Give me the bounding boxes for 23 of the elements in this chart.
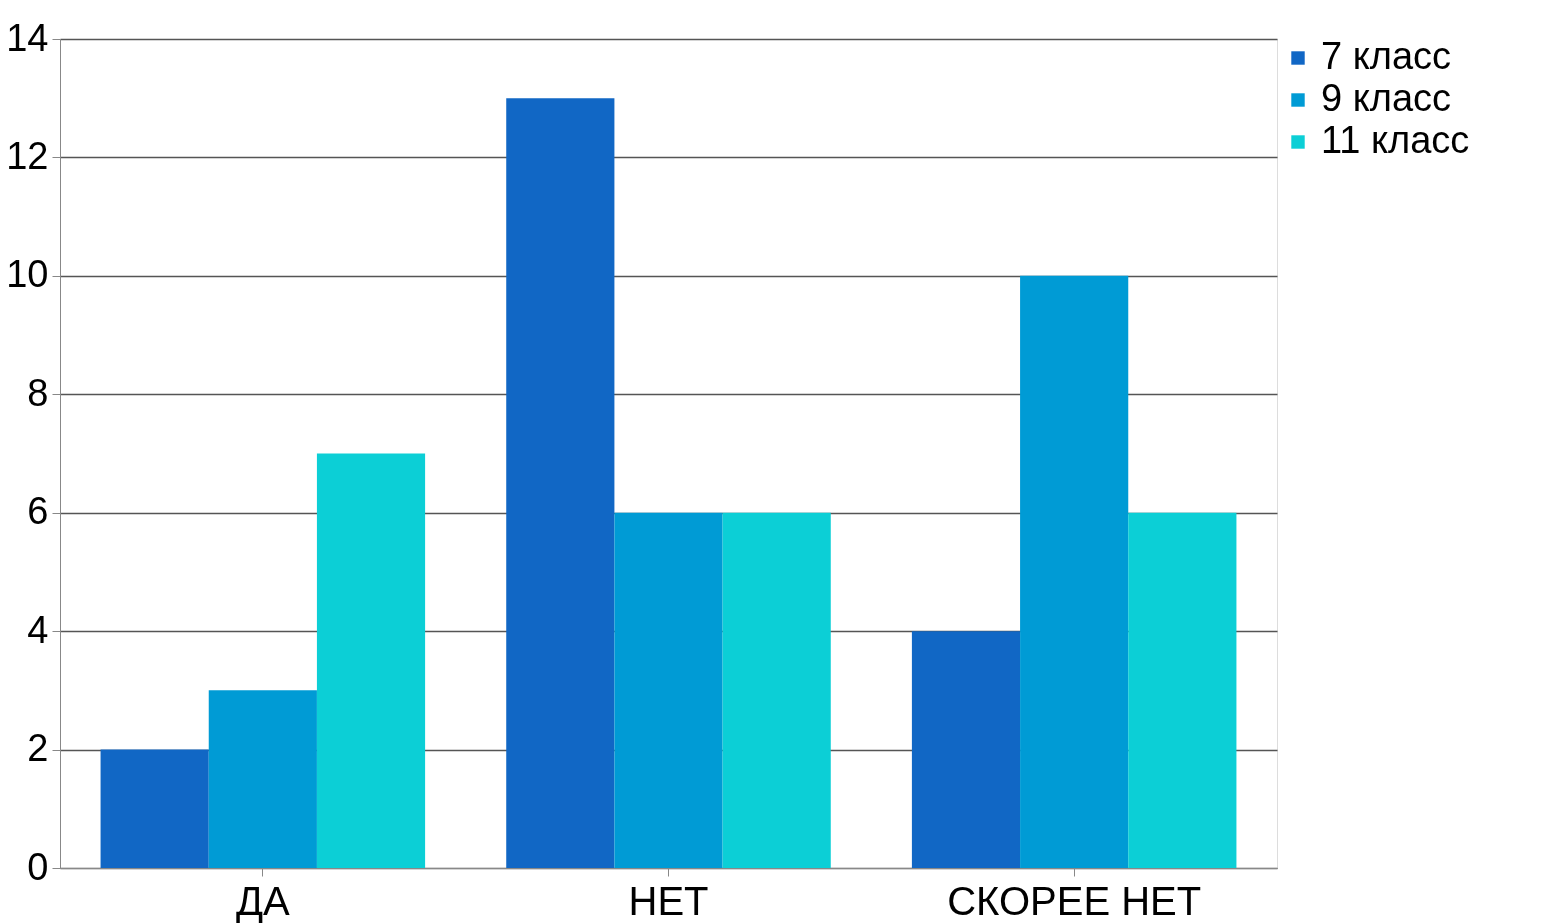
y-tick-label: 4: [27, 608, 49, 651]
y-tick-label: 6: [27, 490, 49, 533]
bar: [208, 690, 317, 868]
bar: [1128, 512, 1237, 868]
bar: [722, 512, 831, 868]
y-tick-label: 10: [6, 253, 49, 296]
x-tick-label: СКОРЕЕ НЕТ: [947, 878, 1202, 923]
legend-label: 11 класс: [1321, 119, 1470, 161]
x-tick-label: ДА: [235, 878, 291, 923]
bar: [506, 98, 615, 868]
bar: [316, 453, 426, 868]
x-tick-label: НЕТ: [628, 878, 709, 923]
y-tick-label: 14: [6, 16, 49, 59]
bar: [614, 512, 723, 868]
y-tick-label: 8: [27, 371, 49, 414]
legend-label: 7 класс: [1321, 35, 1452, 77]
y-tick-label: 0: [27, 845, 49, 888]
bar: [911, 631, 1021, 868]
y-tick-label: 2: [27, 727, 49, 770]
y-tick-label: 12: [6, 134, 49, 177]
bar: [100, 749, 209, 868]
legend-label: 9 класс: [1321, 77, 1452, 119]
bar: [1020, 275, 1129, 868]
